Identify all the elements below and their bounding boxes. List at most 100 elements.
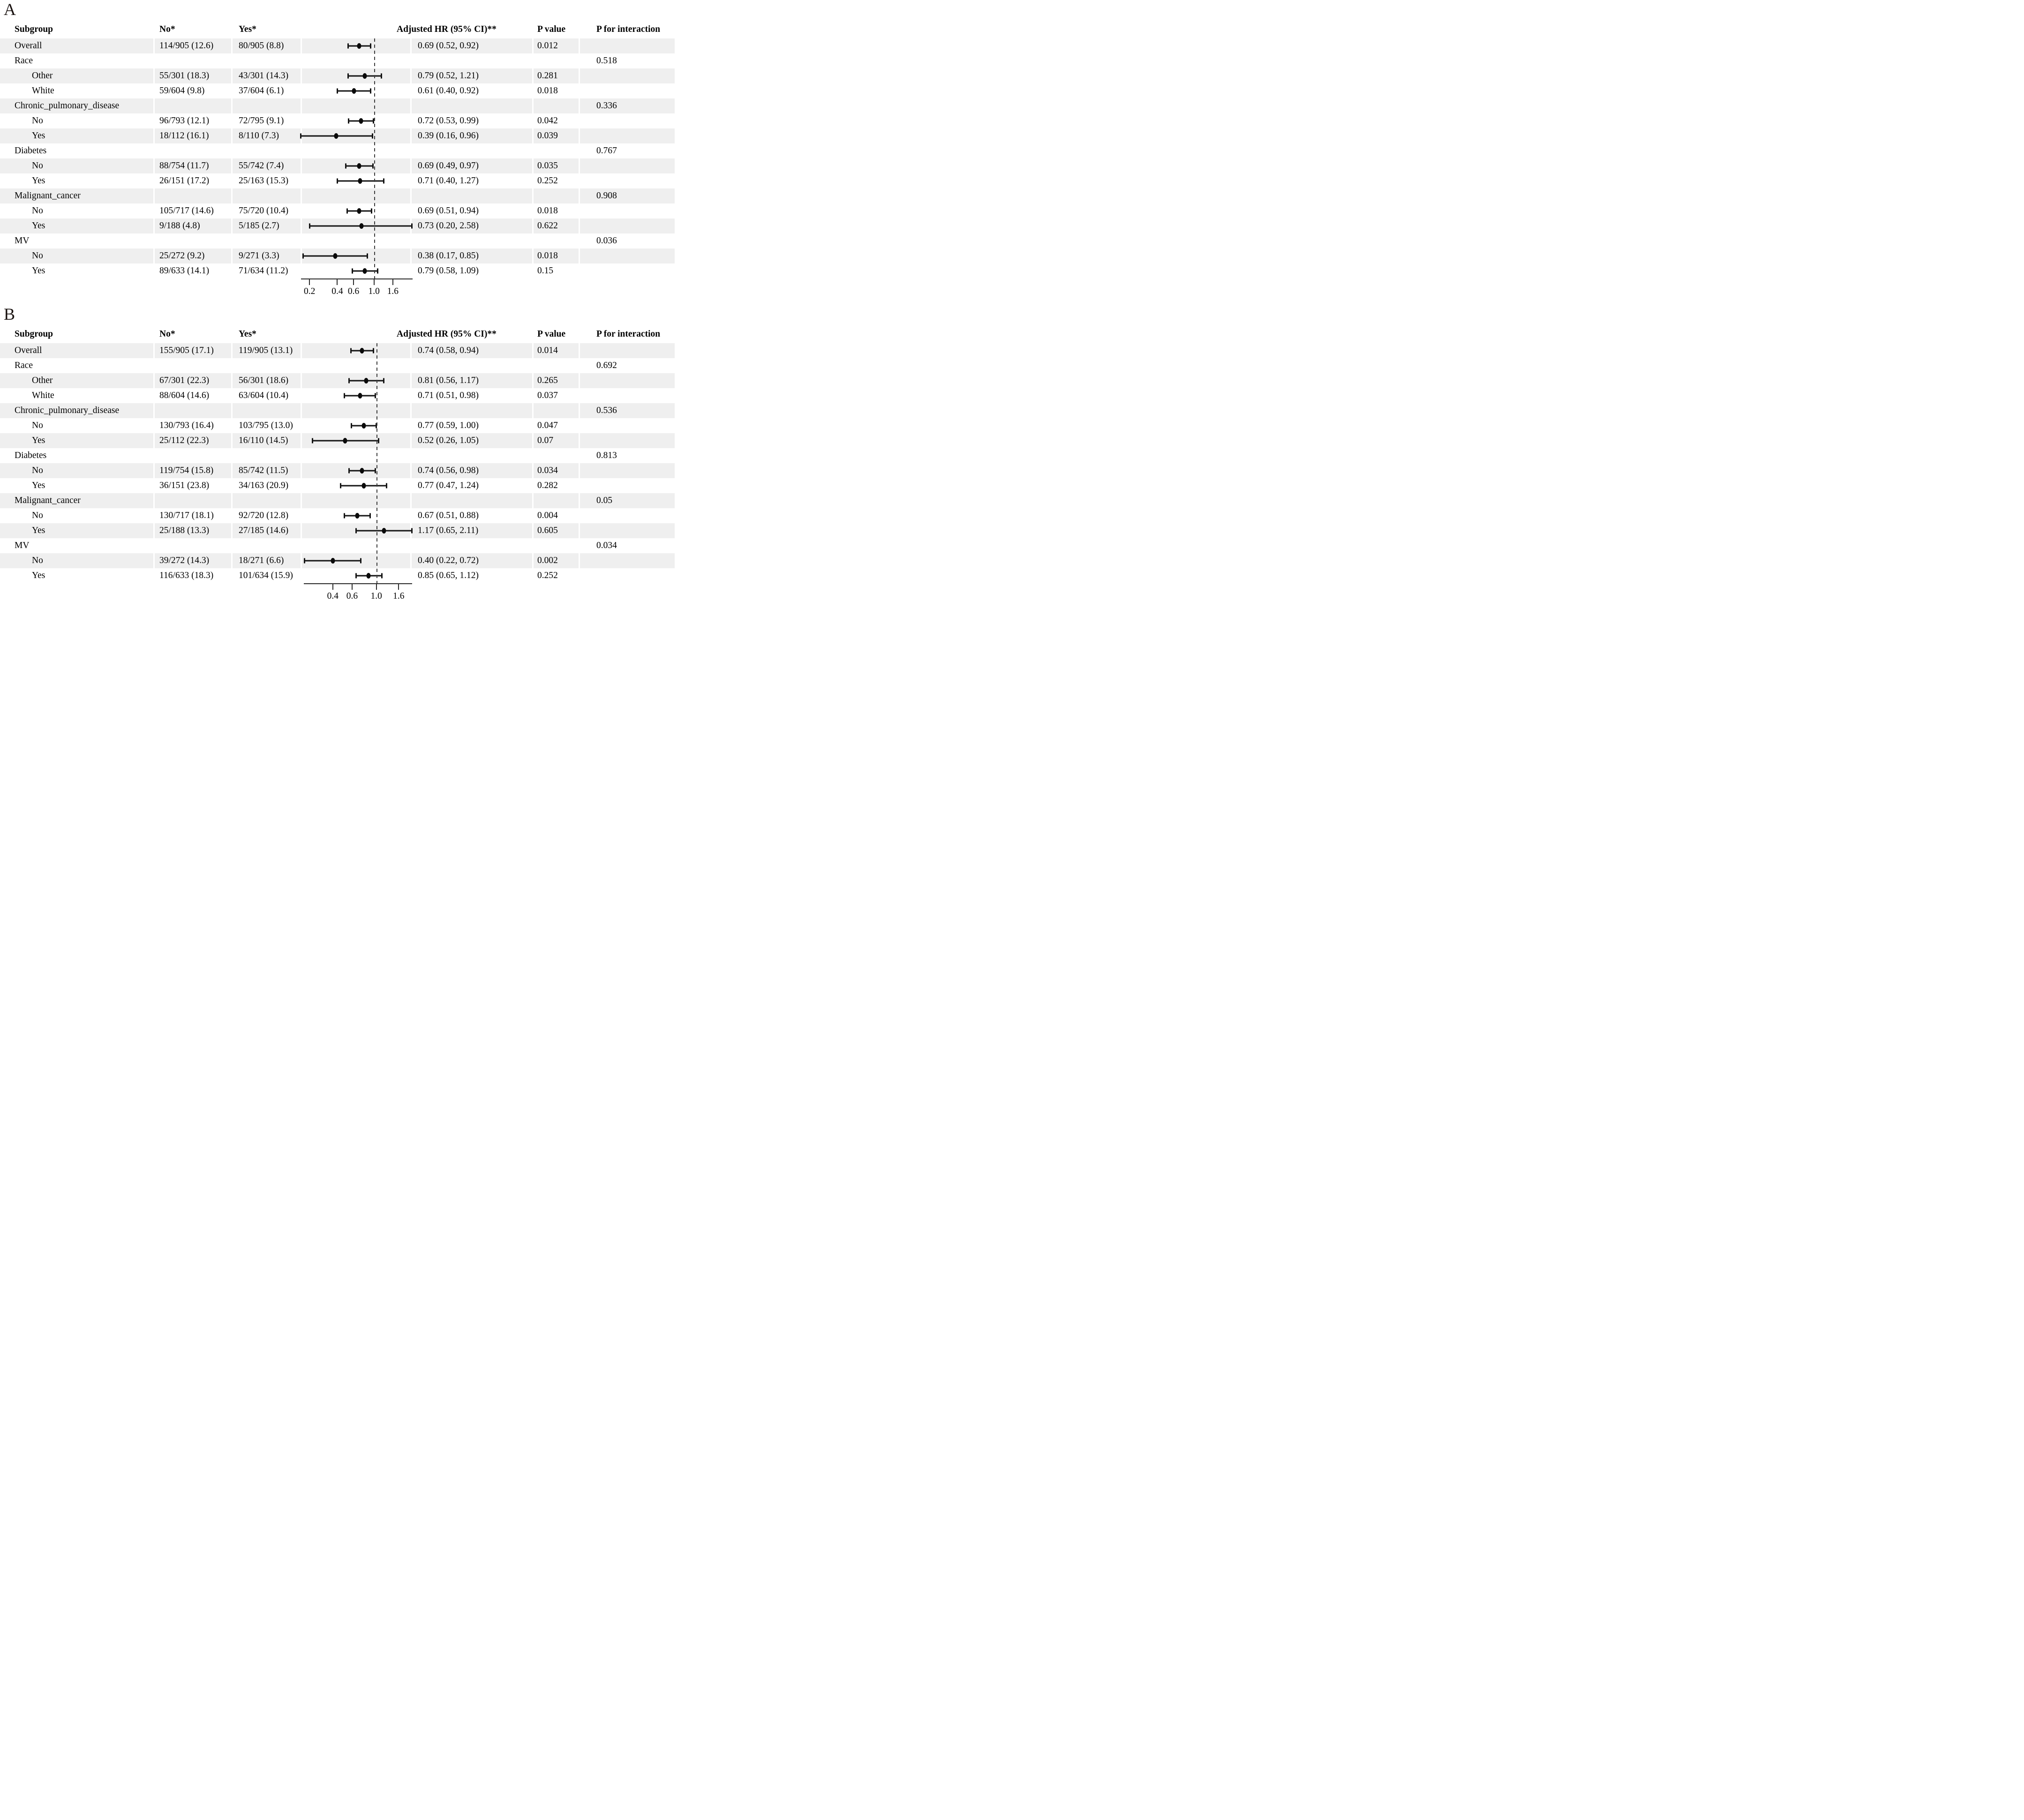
- subgroup-cell: No: [32, 116, 43, 126]
- table-row: Yes 26/151 (17.2) 25/163 (15.3) 0.71 (0.40,…: [0, 173, 675, 188]
- p-interaction-cell: [579, 508, 675, 523]
- hr-ci-cell: 0.79 (0.58, 1.09): [410, 263, 532, 278]
- table-row: No 25/272 (9.2) 9/271 (3.3) 0.38 (0.17, 0.8…: [0, 248, 675, 263]
- p-interaction-cell: [579, 343, 675, 358]
- no-group-value-cell: 130/793 (16.4): [153, 418, 231, 433]
- table-row: Yes 18/112 (16.1) 8/110 (7.3) 0.39 (0.16, 0…: [0, 128, 675, 143]
- forest-plot-cell: [301, 98, 410, 113]
- no-group-value-cell: 9/188 (4.8): [153, 218, 231, 233]
- ci-cap-left: [312, 438, 314, 444]
- panel-b-header-row: Subgroup No* Yes* Adjusted HR (95% CI)**…: [0, 325, 675, 343]
- p-value-cell: [532, 188, 579, 203]
- table-row: Yes 25/188 (13.3) 27/185 (14.6) 1.17 (0.65,…: [0, 523, 675, 538]
- table-row: MV 0.034: [0, 538, 675, 553]
- p-interaction-cell: 0.518: [579, 53, 675, 68]
- ci-cap-right: [375, 468, 376, 474]
- axis-tick: [309, 279, 310, 285]
- column-header-p-value: P value: [532, 21, 579, 38]
- p-interaction-cell: [579, 418, 675, 433]
- hr-point-marker: [359, 223, 364, 229]
- panel-a-rows: Overall 114/905 (12.6) 80/905 (8.8) 0.69 (0…: [0, 38, 675, 278]
- p-interaction-cell: 0.536: [579, 403, 675, 418]
- hr-point-marker: [362, 73, 367, 79]
- p-interaction-cell: 0.036: [579, 233, 675, 248]
- p-value-cell: [532, 98, 579, 113]
- hr-point-marker: [357, 208, 361, 214]
- axis-tick-label: 0.6: [346, 591, 358, 601]
- p-value-cell: 0.018: [532, 83, 579, 98]
- ci-cap-left: [344, 513, 346, 519]
- forest-plot-cell: [301, 373, 410, 388]
- no-group-value-cell: 25/112 (22.3): [153, 433, 231, 448]
- hr-ci-cell: [410, 493, 532, 508]
- subgroup-cell: Malignant_cancer: [0, 493, 153, 508]
- yes-group-value-cell: 85/742 (11.5): [231, 463, 301, 478]
- ci-cap-right: [411, 528, 413, 534]
- p-interaction-cell: [579, 158, 675, 173]
- table-row: No 119/754 (15.8) 85/742 (11.5) 0.74 (0.56,…: [0, 463, 675, 478]
- no-group-value-cell: 26/151 (17.2): [153, 173, 231, 188]
- hr-point-marker: [358, 178, 362, 184]
- axis-tick: [353, 279, 354, 285]
- axis-tick: [376, 584, 377, 590]
- subgroup-cell: No: [0, 248, 153, 263]
- panel-a-label: A: [4, 0, 16, 19]
- p-value-cell: 0.605: [532, 523, 579, 538]
- hr-ci-cell: [410, 98, 532, 113]
- hr-ci-cell: 0.74 (0.56, 0.98): [410, 463, 532, 478]
- column-header-p-interaction: P for interaction: [579, 325, 675, 343]
- ci-cap-left: [348, 118, 350, 124]
- axis-tick-label: 1.0: [370, 591, 382, 601]
- panel-a-header-row: Subgroup No* Yes* Adjusted HR (95% CI)**…: [0, 21, 675, 38]
- p-interaction-cell: [579, 373, 675, 388]
- hr-ci-cell: 0.69 (0.51, 0.94): [410, 203, 532, 218]
- p-value-cell: 0.014: [532, 343, 579, 358]
- hr-ci-cell: 0.71 (0.40, 1.27): [410, 173, 532, 188]
- subgroup-cell: Overall: [0, 343, 153, 358]
- yes-group-value-cell: 34/163 (20.9): [231, 478, 301, 493]
- ci-cap-right: [381, 573, 383, 579]
- ci-cap-right: [411, 223, 413, 229]
- hr-point-marker: [334, 133, 339, 139]
- forest-plot-cell: [301, 508, 410, 523]
- forest-plot-cell: [301, 218, 413, 233]
- yes-group-value-cell: 55/742 (7.4): [231, 158, 301, 173]
- axis-tick: [332, 584, 333, 590]
- axis-line: [304, 583, 412, 584]
- subgroup-cell: Yes: [32, 481, 45, 490]
- subgroup-cell: No: [0, 158, 153, 173]
- yes-group-value-cell: [231, 403, 301, 418]
- no-group-value-cell: 25/188 (13.3): [153, 523, 231, 538]
- forest-plot-cell: [301, 418, 410, 433]
- ci-cap-right: [381, 73, 383, 79]
- p-interaction-cell: [579, 218, 675, 233]
- ci-cap-right: [370, 88, 372, 94]
- p-interaction-cell: 0.05: [579, 493, 675, 508]
- p-interaction-cell: [579, 68, 675, 83]
- ci-cap-left: [309, 223, 311, 229]
- yes-group-value-cell: 56/301 (18.6): [231, 373, 301, 388]
- p-value-cell: 0.252: [532, 173, 579, 188]
- p-value-cell: [532, 493, 579, 508]
- axis-tick-label: 0.2: [304, 286, 316, 296]
- forest-plot-cell: [301, 523, 413, 538]
- hr-ci-cell: 0.79 (0.52, 1.21): [410, 68, 532, 83]
- yes-group-value-cell: 8/110 (7.3): [231, 128, 301, 143]
- p-interaction-cell: [579, 203, 675, 218]
- yes-group-value-cell: [231, 98, 301, 113]
- column-header-plot-spacer: [301, 21, 410, 38]
- p-value-cell: 0.035: [532, 158, 579, 173]
- p-value-cell: 0.034: [532, 463, 579, 478]
- hr-ci-cell: 0.40 (0.22, 0.72): [410, 553, 532, 568]
- table-row: Malignant_cancer 0.05: [0, 493, 675, 508]
- yes-group-value-cell: 101/634 (15.9): [231, 568, 301, 583]
- column-header-yes: Yes*: [231, 325, 301, 343]
- hr-ci-cell: 0.72 (0.53, 0.99): [410, 113, 532, 128]
- ci-cap-right: [370, 208, 372, 214]
- hr-ci-cell: 0.38 (0.17, 0.85): [410, 248, 532, 263]
- p-interaction-cell: 0.336: [579, 98, 675, 113]
- reference-line: [374, 38, 375, 279]
- no-group-value-cell: [153, 448, 231, 463]
- yes-group-value-cell: [231, 493, 301, 508]
- p-value-cell: [532, 53, 579, 68]
